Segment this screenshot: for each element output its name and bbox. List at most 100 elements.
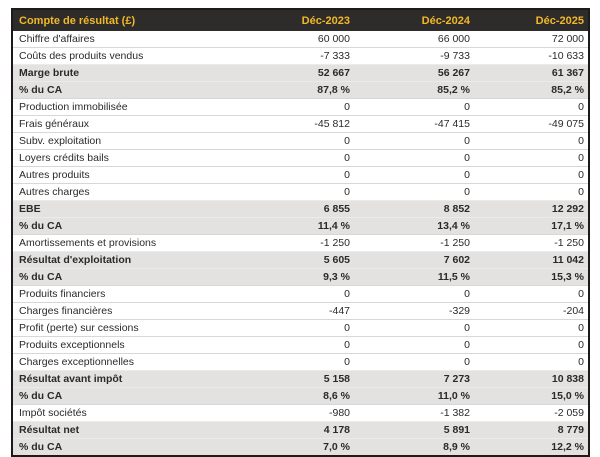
row-label: Charges financières [12,302,243,320]
cell-value: 11 042 [479,251,589,269]
cell-value: 7 602 [359,251,479,269]
cell-value: 66 000 [437,33,470,45]
row-label: Autres charges [12,183,243,201]
cell-value: 8,6 % [243,387,359,405]
cell-value: 0 [359,183,479,201]
cell-value: 12 292 [479,200,589,218]
cell-value: 0 [243,285,359,303]
cell-value: 0 [243,98,359,116]
cell-value: -1 250 [479,234,589,252]
table-row: Résultat avant impôt 5 158 7 273 10 838 [12,370,589,388]
row-label: Amortissements et provisions [12,234,243,252]
header-row: Compte de résultat (£) Déc-2023 Déc-2024… [12,9,589,31]
row-label: Autres produits [12,166,243,184]
cell-value: 15,3 % [479,268,589,286]
cell-value: 10 838 [479,370,589,388]
cell-value: -2 059 [479,404,589,422]
row-label: Frais généraux [12,115,243,133]
row-label: Coûts des produits vendus [12,47,243,65]
row-label: Production immobilisée [12,98,243,116]
row-label: Chiffre d'affaires [19,33,95,45]
table-row: Loyers crédits bails 0 0 0 [12,149,589,167]
cell-value: 8 779 [479,421,589,439]
cell-value: 0 [479,132,589,150]
row-label: % du CA [12,81,243,99]
cell-value: 60 000 [317,33,350,45]
cell-value: 4 178 [243,421,359,439]
cell-value: 11,4 % [243,217,359,235]
table-row: Produits financiers 0 0 0 [12,285,589,303]
table-row: Impôt sociétés -980 -1 382 -2 059 [12,404,589,422]
table-row: % du CA 7,0 % 8,9 % 12,2 % [12,438,589,456]
cell-value: -1 250 [359,234,479,252]
row-label: % du CA [12,438,243,456]
table-row: Production immobilisée 0 0 0 [12,98,589,116]
column-header-dec-2023: Déc-2023 [243,9,359,31]
row-label: Produits financiers [12,285,243,303]
table-row: Amortissements et provisions -1 250 -1 250… [12,234,589,252]
table-row: Charges exceptionnelles 0 0 0 [12,353,589,371]
table-row: Autres produits 0 0 0 [12,166,589,184]
table-row: EBE 6 855 8 852 12 292 [12,200,589,218]
cell-value: 5 158 [243,370,359,388]
row-label: Impôt sociétés [12,404,243,422]
table-row: Résultat d'exploitation 5 605 7 602 11 042 [12,251,589,269]
cell-value: 5 605 [243,251,359,269]
cell-value: 8 852 [359,200,479,218]
table-row: Produits exceptionnels 0 0 0 [12,336,589,354]
income-statement-table: Compte de résultat (£) Déc-2023 Déc-2024… [11,8,590,457]
cell-value: 7,0 % [243,438,359,456]
cell-value: -47 415 [359,115,479,133]
cell-value: 85,2 % [479,81,589,99]
cell-value: 0 [243,353,359,371]
row-label: Produits exceptionnels [12,336,243,354]
cell-value: 11,5 % [359,268,479,286]
cell-value: 17,1 % [479,217,589,235]
row-label: Profit (perte) sur cessions [12,319,243,337]
cell-value: 52 667 [243,64,359,82]
cell-value: 0 [479,183,589,201]
cell-value: -204 [479,302,589,320]
cell-value: 12,2 % [479,438,589,456]
cell-value: 9,3 % [243,268,359,286]
row-label: % du CA [12,217,243,235]
cell-value: 8,9 % [359,438,479,456]
cell-value: 0 [243,166,359,184]
cell-value: 72 000 [551,33,584,45]
cell-value: 0 [359,166,479,184]
row-label: Résultat d'exploitation [12,251,243,269]
cell-value: 0 [243,132,359,150]
row-label: Marge brute [12,64,243,82]
row-label: Subv. exploitation [12,132,243,150]
column-header-title: Compte de résultat (£) [12,9,243,31]
cell-value: 56 267 [359,64,479,82]
table-row: Marge brute 52 667 56 267 61 367 [12,64,589,82]
cell-value: -10 633 [479,47,589,65]
cell-value: 11,0 % [359,387,479,405]
cell-value: -447 [243,302,359,320]
cell-value: 85,2 % [359,81,479,99]
cell-value: -1 250 [243,234,359,252]
row-label: Résultat net [12,421,243,439]
cell-value: 15,0 % [479,387,589,405]
cell-value: 0 [479,353,589,371]
cell-value: 6 855 [243,200,359,218]
cell-value: 61 367 [479,64,589,82]
row-label: Résultat avant impôt [12,370,243,388]
table-row: Résultat net 4 178 5 891 8 779 [12,421,589,439]
cell-value: 0 [479,98,589,116]
cell-value: 0 [243,336,359,354]
cell-value: -1 382 [359,404,479,422]
table-row: % du CA 11,4 % 13,4 % 17,1 % [12,217,589,235]
table-row: Coûts des produits vendus -7 333 -9 733 -10… [12,47,589,65]
cell-value: 87,8 % [243,81,359,99]
cell-value: 0 [359,149,479,167]
cell-value: 0 [479,149,589,167]
cell-value: 5 891 [359,421,479,439]
table-row: Frais généraux -45 812 -47 415 -49 075 [12,115,589,133]
row-label: Loyers crédits bails [12,149,243,167]
cell-value: -49 075 [479,115,589,133]
cell-value: -329 [359,302,479,320]
table-row: Subv. exploitation 0 0 0 [12,132,589,150]
